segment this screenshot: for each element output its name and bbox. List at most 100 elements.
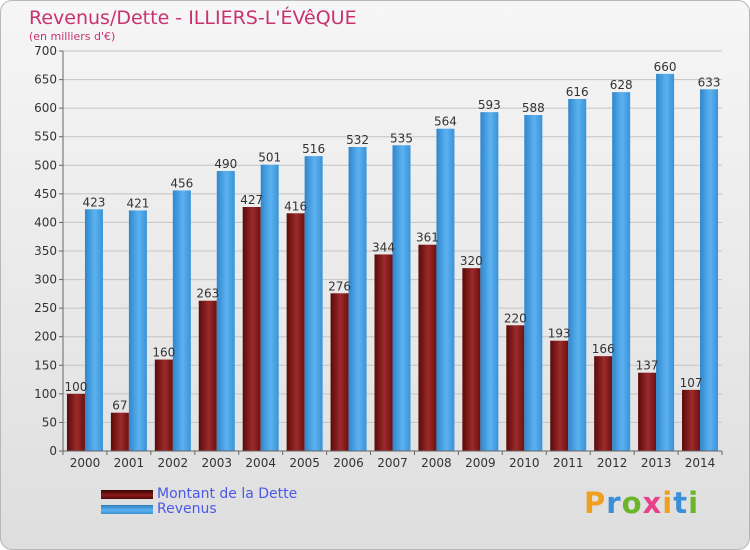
y-tick-label: 400 xyxy=(34,215,57,229)
bar-revenue xyxy=(128,210,147,451)
y-tick-label: 0 xyxy=(49,444,57,458)
data-label-revenue: 532 xyxy=(346,133,369,147)
bar-debt xyxy=(462,268,481,451)
legend-label-revenue: Revenus xyxy=(157,501,217,517)
bar-revenue xyxy=(656,73,675,451)
data-label-revenue: 660 xyxy=(654,60,677,74)
data-label-debt: 416 xyxy=(284,199,307,213)
x-tick-label: 2014 xyxy=(685,456,716,470)
y-tick-label: 100 xyxy=(34,387,57,401)
data-label-debt: 166 xyxy=(592,342,615,356)
y-tick-label: 600 xyxy=(34,101,57,115)
bar-debt xyxy=(550,340,569,451)
bar-debt xyxy=(154,359,173,451)
bar-revenue xyxy=(568,99,587,451)
data-label-debt: 263 xyxy=(196,287,219,301)
y-tick-label: 450 xyxy=(34,187,57,201)
data-label-debt: 427 xyxy=(240,193,263,207)
bar-debt xyxy=(506,325,525,451)
logo-letter: i xyxy=(688,486,700,520)
logo-letter: t xyxy=(673,486,689,520)
bar-revenue xyxy=(84,209,103,451)
bar-revenue xyxy=(524,115,543,451)
logo-letter: r xyxy=(606,486,622,520)
data-label-debt: 107 xyxy=(680,376,703,390)
data-label-revenue: 588 xyxy=(522,101,545,115)
data-label-debt: 344 xyxy=(372,240,395,254)
bar-debt xyxy=(198,300,217,451)
y-tick-label: 150 xyxy=(34,358,57,372)
chart-title: Revenus/Dette - ILLIERS-L'ÉVêQUE xyxy=(29,7,357,29)
proxiti-logo: Proxiti xyxy=(584,486,699,520)
legend-label-debt: Montant de la Dette xyxy=(157,486,298,502)
bar-revenue xyxy=(348,147,367,451)
chart-subtitle: (en milliers d'€) xyxy=(29,30,116,43)
y-tick-label: 250 xyxy=(34,301,57,315)
bar-debt xyxy=(110,412,129,451)
data-label-debt: 361 xyxy=(416,231,439,245)
x-tick-label: 2000 xyxy=(70,456,101,470)
legend-swatch-debt xyxy=(101,490,153,499)
x-tick-label: 2007 xyxy=(377,456,408,470)
x-tick-label: 2010 xyxy=(509,456,540,470)
data-label-debt: 160 xyxy=(152,346,175,360)
bar-debt xyxy=(418,244,437,451)
y-tick-label: 200 xyxy=(34,330,57,344)
bar-debt xyxy=(242,207,261,451)
data-label-revenue: 616 xyxy=(566,85,589,99)
data-label-revenue: 564 xyxy=(434,115,457,129)
y-tick-label: 700 xyxy=(34,44,57,58)
bar-debt xyxy=(330,293,349,451)
x-tick-label: 2009 xyxy=(465,456,496,470)
bar-debt xyxy=(682,389,701,451)
bar-debt xyxy=(286,213,305,451)
bar-debt xyxy=(594,356,613,451)
bar-revenue xyxy=(216,171,235,451)
x-tick-label: 2006 xyxy=(333,456,364,470)
logo-letter: o xyxy=(621,486,643,520)
logo-letter: x xyxy=(642,486,663,520)
bar-revenue xyxy=(612,92,631,452)
bar-revenue xyxy=(436,128,455,451)
x-tick-label: 2013 xyxy=(641,456,672,470)
data-label-debt: 320 xyxy=(460,254,483,268)
data-label-debt: 67 xyxy=(112,399,127,413)
y-tick-label: 350 xyxy=(34,244,57,258)
logo-letter: i xyxy=(662,486,674,520)
x-tick-label: 2011 xyxy=(553,456,584,470)
x-tick-label: 2008 xyxy=(421,456,452,470)
logo-letter: P xyxy=(584,486,607,520)
x-tick-label: 2005 xyxy=(289,456,320,470)
x-tick-label: 2004 xyxy=(245,456,276,470)
data-label-revenue: 628 xyxy=(610,78,633,92)
y-tick-label: 50 xyxy=(42,415,57,429)
x-tick-label: 2001 xyxy=(114,456,145,470)
data-label-revenue: 501 xyxy=(258,151,281,165)
y-tick-label: 500 xyxy=(34,158,57,172)
data-label-revenue: 423 xyxy=(83,195,106,209)
bar-revenue xyxy=(480,112,499,452)
data-label-revenue: 633 xyxy=(698,75,721,89)
bar-revenue xyxy=(260,164,279,451)
bar-revenue xyxy=(700,89,719,452)
y-tick-label: 300 xyxy=(34,273,57,287)
data-label-debt: 276 xyxy=(328,279,351,293)
data-label-revenue: 593 xyxy=(478,98,501,112)
data-label-revenue: 535 xyxy=(390,131,413,145)
data-label-debt: 100 xyxy=(65,380,88,394)
y-tick-label: 550 xyxy=(34,130,57,144)
legend-swatch-revenue xyxy=(101,505,153,514)
data-label-debt: 137 xyxy=(636,359,659,373)
bar-revenue xyxy=(172,190,191,451)
x-tick-label: 2003 xyxy=(201,456,232,470)
bar-debt xyxy=(374,254,393,451)
data-label-debt: 193 xyxy=(548,327,571,341)
data-label-debt: 220 xyxy=(504,311,527,325)
data-label-revenue: 490 xyxy=(214,157,237,171)
bar-debt xyxy=(638,372,657,451)
x-tick-label: 2012 xyxy=(597,456,628,470)
data-label-revenue: 421 xyxy=(126,196,149,210)
x-tick-label: 2002 xyxy=(158,456,189,470)
